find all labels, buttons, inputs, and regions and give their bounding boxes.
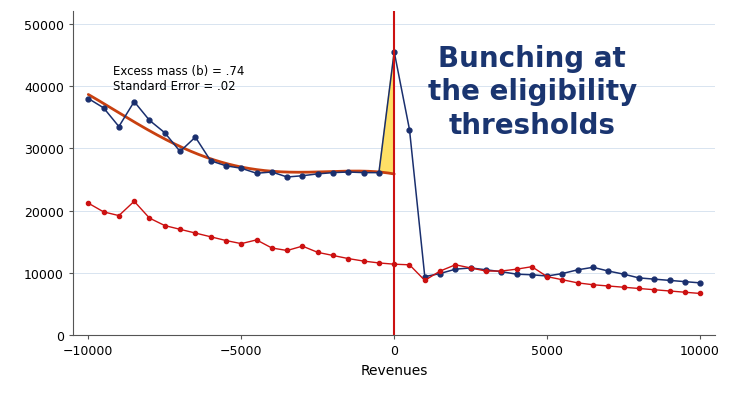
Polygon shape [379, 53, 394, 173]
Text: Excess mass (b) = .74
Standard Error = .02: Excess mass (b) = .74 Standard Error = .… [112, 65, 244, 93]
Text: Bunching at
the eligibility
thresholds: Bunching at the eligibility thresholds [428, 45, 637, 139]
X-axis label: Revenues: Revenues [361, 363, 428, 377]
